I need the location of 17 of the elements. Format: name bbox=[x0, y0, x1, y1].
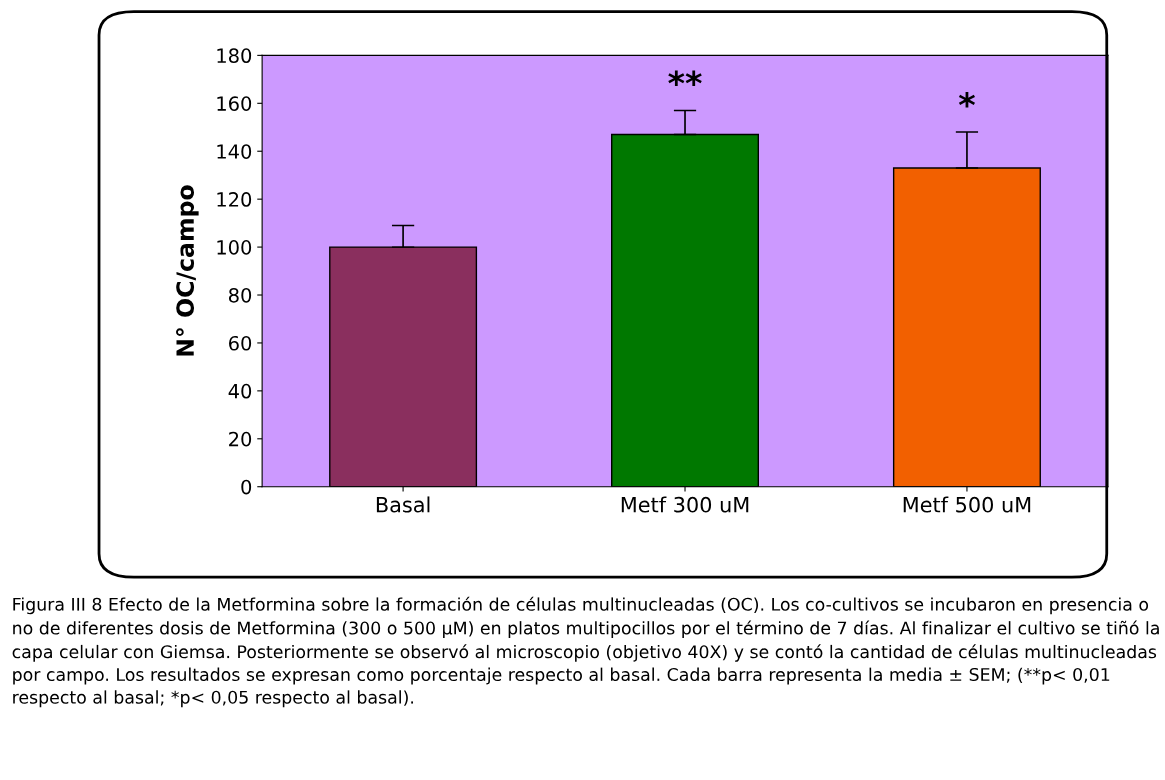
x-tick-label: Basal bbox=[376, 496, 430, 513]
y-tick-label: 20 bbox=[229, 431, 252, 447]
y-tick-label: 60 bbox=[229, 335, 252, 351]
y-tick-label: 120 bbox=[217, 192, 252, 207]
text: Figura III 8 Efecto de la Metformina sobre la formación de células multinucleadas (OC). Los co-cultivos se incubaron en presencia o no de diferentes dosis de Metformina (300 o 500 μM) en platos multipocillos por el término de 7 días. Al finalizar el cultivo se tiñó la capa celular con Giemsa. Posteriormente se observó al microscopio (objetivo 40X) y se contó la cantidad de células multinucleadas por campo. Los resultados se expresan como porcentaje respecto al basal. Cada barra representa la media ± SEM; (**p< 0,01 respecto al basal; *p< 0,05 respecto al basal). bbox=[12, 596, 1159, 708]
y-tick-label: 180 bbox=[217, 48, 252, 64]
x-tick-label: Metf 300 uM bbox=[621, 496, 749, 513]
y-tick-label: 40 bbox=[228, 383, 252, 399]
y-tick-label: 160 bbox=[217, 96, 252, 111]
x-tick-label: Metf 500 uM bbox=[903, 496, 1031, 513]
y-tick-label: 0 bbox=[241, 479, 252, 495]
annotation: ** bbox=[668, 70, 702, 86]
y-tick-label: 100 bbox=[217, 240, 252, 255]
annotation: * bbox=[958, 92, 975, 108]
y-tick-label: 80 bbox=[228, 287, 252, 303]
y-axis-title: N° OC/campo bbox=[176, 185, 199, 356]
y-tick-label: 140 bbox=[217, 144, 252, 159]
